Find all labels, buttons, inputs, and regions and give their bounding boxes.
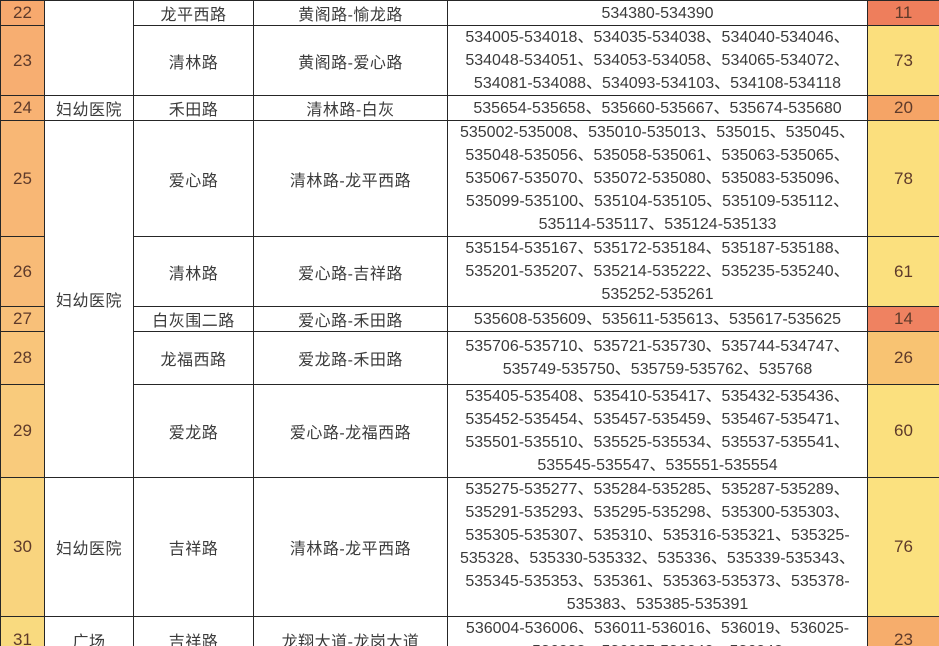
row-index-cell: 22 xyxy=(0,0,45,26)
row-index-cell: 28 xyxy=(0,331,45,385)
table-row: 31 广场 吉祥路 龙翔大道-龙岗大道 536004-536006、536011-536… xyxy=(0,616,939,646)
area-cell: 广场 xyxy=(44,616,134,646)
ranges-cell: 535654-535658、535660-535667、535674-53568… xyxy=(447,95,868,121)
area-cell: 妇幼医院 xyxy=(44,95,134,121)
count-cell: 11 xyxy=(867,0,939,26)
count-cell: 14 xyxy=(867,306,939,332)
area-cell xyxy=(44,0,134,96)
road-cell: 清林路 xyxy=(133,236,254,307)
count-cell: 60 xyxy=(867,384,939,478)
road-cell: 清林路 xyxy=(133,25,254,96)
ranges-cell: 535706-535710、535721-535730、535744-53474… xyxy=(447,331,868,385)
road-cell: 吉祥路 xyxy=(133,616,254,646)
ranges-cell: 535608-535609、535611-535613、535617-53562… xyxy=(447,306,868,332)
table-row: 27 白灰围二路 爱心路-禾田路 535608-535609、535611-53561… xyxy=(0,306,939,332)
count-cell: 26 xyxy=(867,331,939,385)
table-row: 23 清林路 黄阁路-爱心路 534005-534018、534035-534038、… xyxy=(0,25,939,96)
table-row: 28 龙福西路 爱龙路-禾田路 535706-535710、535721-535730… xyxy=(0,331,939,385)
road-cell: 爱心路 xyxy=(133,120,254,237)
segment-cell: 爱心路-吉祥路 xyxy=(253,236,448,307)
table-row: 22 龙平西路 黄阁路-愉龙路 534380-534390 11 xyxy=(0,0,939,96)
road-cell: 龙福西路 xyxy=(133,331,254,385)
table-row: 30 妇幼医院 吉祥路 清林路-龙平西路 535275-535277、535284-53… xyxy=(0,477,939,617)
ranges-cell: 536004-536006、536011-536016、536019、53602… xyxy=(447,616,868,646)
road-cell: 龙平西路 xyxy=(133,0,254,26)
segment-cell: 清林路-龙平西路 xyxy=(253,120,448,237)
segment-cell: 龙翔大道-龙岗大道 xyxy=(253,616,448,646)
ranges-cell: 535405-535408、535410-535417、535432-53543… xyxy=(447,384,868,478)
ranges-cell: 534380-534390 xyxy=(447,0,868,26)
row-index-cell: 24 xyxy=(0,95,45,121)
segment-cell: 爱心路-禾田路 xyxy=(253,306,448,332)
row-index-cell: 25 xyxy=(0,120,45,237)
segment-cell: 清林路-白灰 xyxy=(253,95,448,121)
road-cell: 白灰围二路 xyxy=(133,306,254,332)
segment-cell: 爱龙路-禾田路 xyxy=(253,331,448,385)
segment-cell: 黄阁路-愉龙路 xyxy=(253,0,448,26)
segment-cell: 黄阁路-爱心路 xyxy=(253,25,448,96)
ranges-cell: 534005-534018、534035-534038、534040-53404… xyxy=(447,25,868,96)
area-cell: 妇幼医院 xyxy=(44,120,134,478)
road-cell: 吉祥路 xyxy=(133,477,254,617)
ranges-cell: 535002-535008、535010-535013、535015、53504… xyxy=(447,120,868,237)
row-index-cell: 30 xyxy=(0,477,45,617)
row-index-cell: 27 xyxy=(0,306,45,332)
table-row: 29 爱龙路 爱心路-龙福西路 535405-535408、535410-535417… xyxy=(0,384,939,478)
count-cell: 76 xyxy=(867,477,939,617)
area-cell: 妇幼医院 xyxy=(44,477,134,617)
table-row: 26 清林路 爱心路-吉祥路 535154-535167、535172-535184、… xyxy=(0,236,939,307)
row-index-cell: 23 xyxy=(0,25,45,96)
road-cell: 禾田路 xyxy=(133,95,254,121)
count-cell: 20 xyxy=(867,95,939,121)
count-cell: 78 xyxy=(867,120,939,237)
count-cell: 73 xyxy=(867,25,939,96)
road-cell: 爱龙路 xyxy=(133,384,254,478)
segment-cell: 爱心路-龙福西路 xyxy=(253,384,448,478)
count-cell: 61 xyxy=(867,236,939,307)
row-index-cell: 31 xyxy=(0,616,45,646)
table-row: 24 妇幼医院 禾田路 清林路-白灰 535654-535658、535660-5356… xyxy=(0,95,939,121)
row-index-cell: 26 xyxy=(0,236,45,307)
ranges-cell: 535275-535277、535284-535285、535287-53528… xyxy=(447,477,868,617)
count-cell: 23 xyxy=(867,616,939,646)
table-row: 25 妇幼医院 爱心路 清林路-龙平西路 535002-535008、535010-53… xyxy=(0,120,939,478)
row-index-cell: 29 xyxy=(0,384,45,478)
segment-cell: 清林路-龙平西路 xyxy=(253,477,448,617)
ranges-cell: 535154-535167、535172-535184、535187-53518… xyxy=(447,236,868,307)
